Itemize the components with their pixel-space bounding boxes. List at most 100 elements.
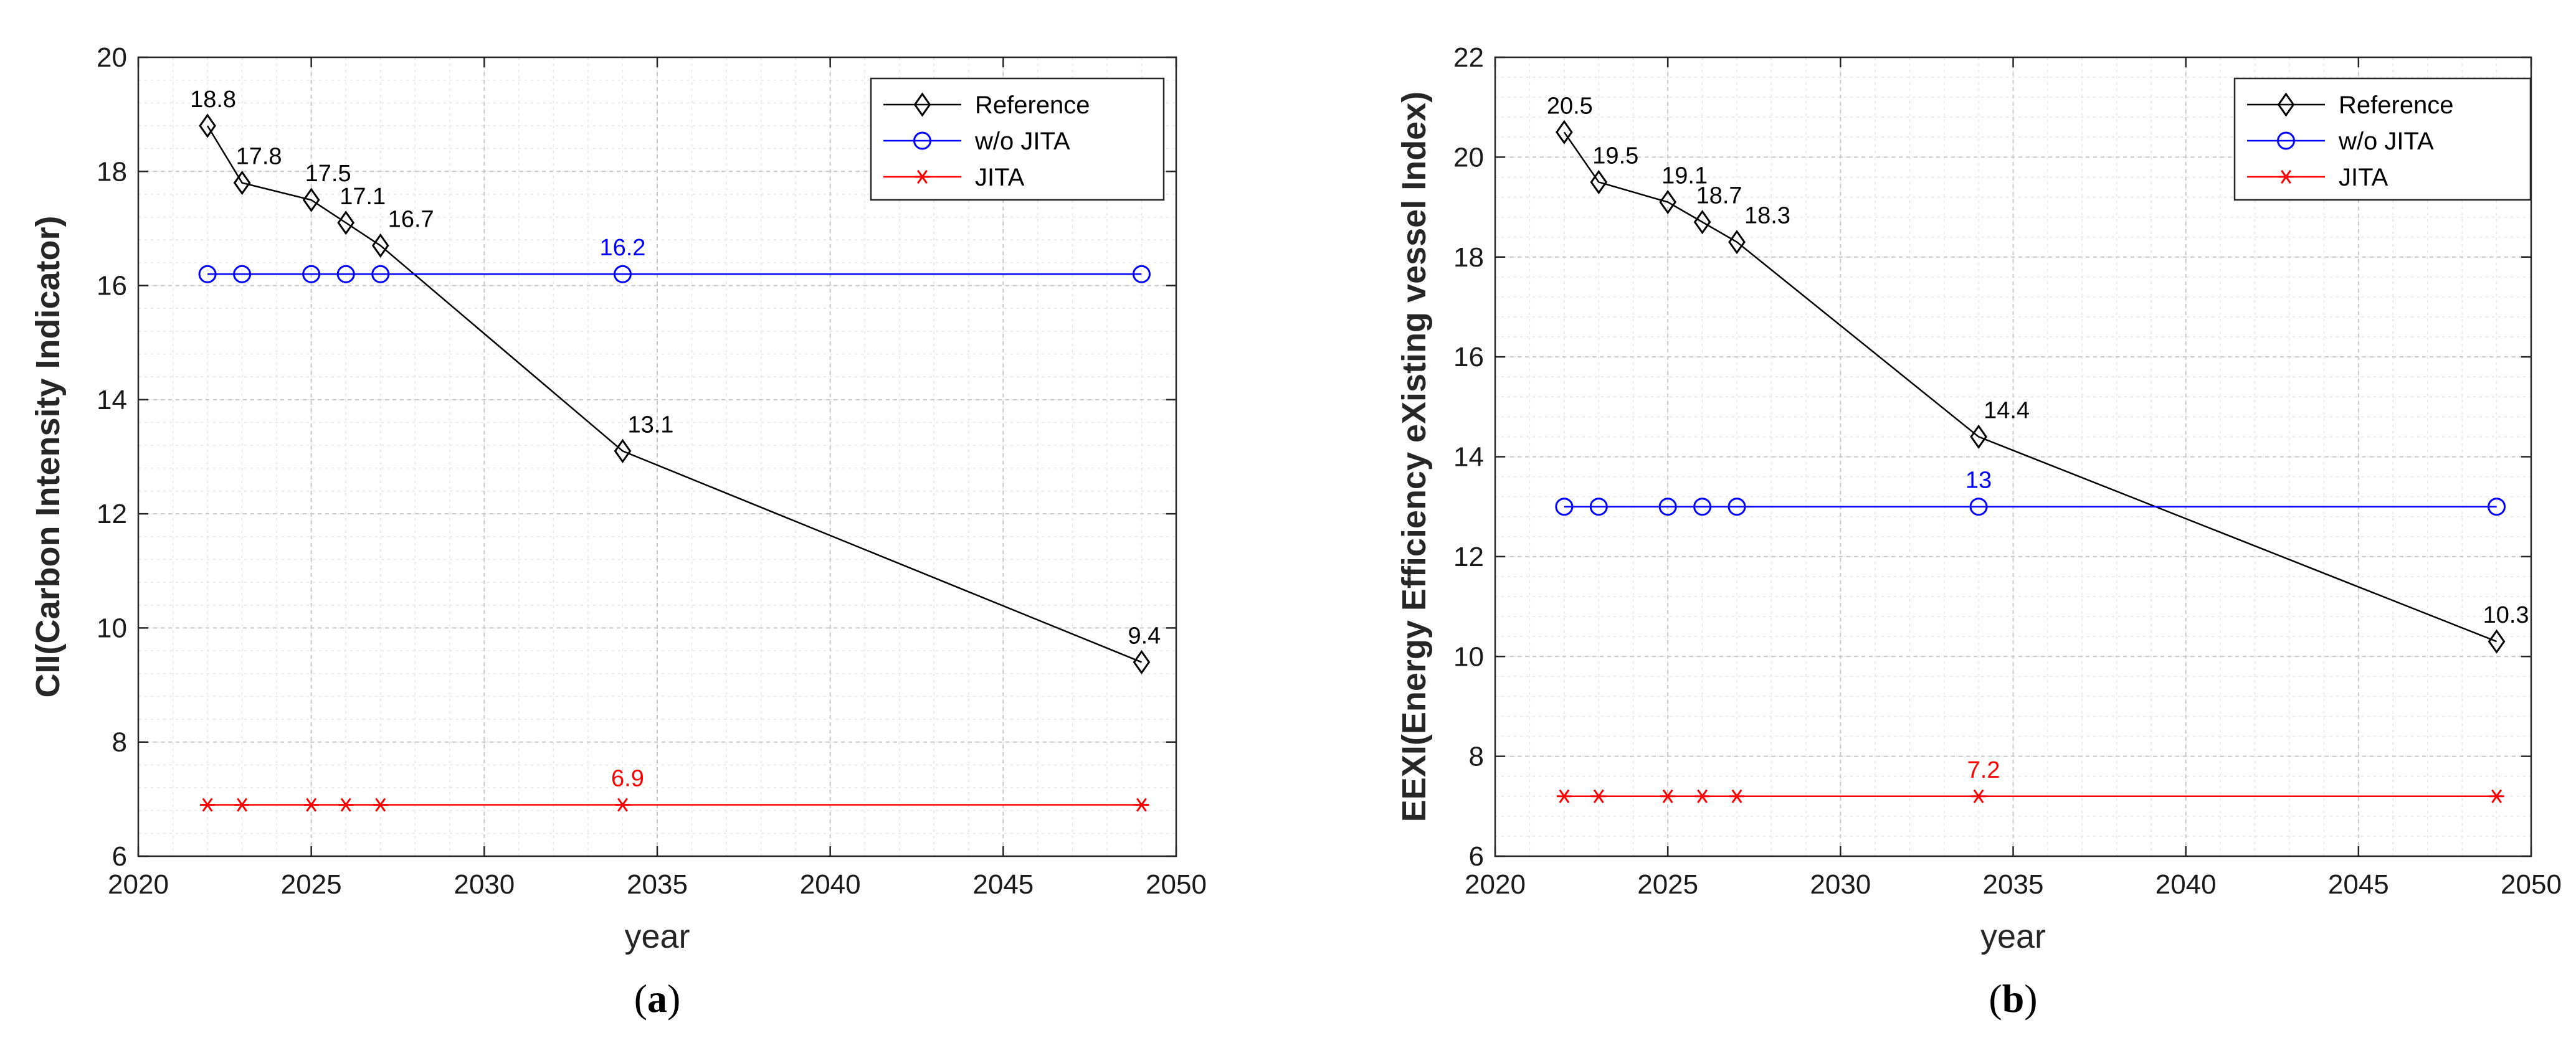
data-point <box>371 233 389 258</box>
data-point <box>303 798 319 812</box>
data-point <box>233 171 251 196</box>
legend-entry: w/o JITA <box>974 128 1070 155</box>
data-point <box>2488 629 2506 654</box>
caption-paren-open: ( <box>634 976 647 1021</box>
data-label: 9.4 <box>1128 623 1161 649</box>
data-label: 6.9 <box>611 766 644 792</box>
data-point <box>1658 498 1677 516</box>
y-tick-label: 16 <box>1453 342 1484 372</box>
data-label: 13 <box>1965 468 1992 494</box>
data-label: 16.7 <box>388 206 434 232</box>
data-point <box>198 265 217 283</box>
data-point <box>371 265 390 283</box>
data-point <box>1970 424 1987 450</box>
series-w-o-jita: 13 <box>1555 468 2506 516</box>
y-tick-label: 20 <box>97 42 127 73</box>
x-tick-label: 2030 <box>454 869 515 900</box>
data-point <box>1729 789 1745 803</box>
data-point <box>199 113 216 138</box>
legend-entry: Reference <box>975 92 1090 119</box>
data-point <box>1693 498 1712 516</box>
data-label: 18.7 <box>1696 183 1742 209</box>
data-label: 17.8 <box>236 144 282 170</box>
y-tick-label: 22 <box>1453 42 1484 73</box>
x-tick-label: 2050 <box>1146 869 1207 900</box>
data-label: 20.5 <box>1547 93 1593 119</box>
y-tick-label: 18 <box>1453 242 1484 273</box>
data-point <box>338 798 354 812</box>
x-tick-label: 2045 <box>972 869 1034 900</box>
y-tick-label: 6 <box>112 841 127 872</box>
panel-caption: (b) <box>1989 976 2037 1021</box>
data-point <box>615 798 630 812</box>
legend-marker <box>915 169 930 184</box>
legend-entry: JITA <box>2339 164 2388 191</box>
legend-entry: w/o JITA <box>2338 128 2434 155</box>
data-point <box>1589 498 1608 516</box>
caption-letter: b <box>2002 976 2025 1021</box>
x-tick-label: 2035 <box>627 869 688 900</box>
series-reference: 20.5 19.5 19.118.718.3 14.4 10.3 <box>1547 93 2529 654</box>
x-tick-label: 2045 <box>2328 869 2389 900</box>
x-tick-label: 2035 <box>1983 869 2044 900</box>
x-tick-label: 2020 <box>108 869 169 900</box>
data-point <box>1659 189 1677 215</box>
y-tick-label: 20 <box>1453 142 1484 172</box>
x-axis-label: year <box>624 918 690 955</box>
x-tick-label: 2025 <box>1637 869 1698 900</box>
data-point <box>1590 169 1608 195</box>
data-point <box>613 265 632 283</box>
y-tick-label: 8 <box>112 727 127 758</box>
data-point <box>1133 649 1151 675</box>
y-tick-label: 12 <box>97 499 127 529</box>
y-axis-label: CII(Carbon Intensity Indicator) <box>29 215 67 697</box>
caption-paren-open: ( <box>1989 976 2002 1021</box>
legend-marker <box>913 92 931 117</box>
data-label: 7.2 <box>1967 757 2000 783</box>
data-point <box>336 265 355 283</box>
data-point <box>1660 789 1676 803</box>
series-jita: 6.9 <box>200 766 1149 812</box>
legend-marker <box>2277 131 2295 150</box>
data-point <box>2489 789 2504 803</box>
x-tick-label: 2020 <box>1465 869 1526 900</box>
caption-paren-close: ) <box>667 976 680 1021</box>
y-tick-label: 14 <box>1453 442 1484 473</box>
x-tick-label: 2025 <box>281 869 342 900</box>
y-tick-label: 18 <box>97 156 127 187</box>
data-label: 10.3 <box>2483 602 2529 628</box>
data-point <box>1728 498 1746 516</box>
chart-panel-b: 2020 2025 2030 2035 2040 2045 2050 6 8 10 12 14 16 18… <box>1395 42 2562 1021</box>
legend-entry: JITA <box>975 164 1025 191</box>
caption-letter: a <box>647 976 667 1021</box>
y-tick-label: 16 <box>97 271 127 301</box>
series-line <box>206 125 1142 663</box>
data-label: 16.2 <box>599 235 645 261</box>
data-point <box>1556 120 1573 144</box>
x-tick-label: 2030 <box>1810 869 1871 900</box>
data-label: 18.3 <box>1744 203 1790 229</box>
data-point <box>1969 498 1988 516</box>
series-line <box>1563 131 2498 643</box>
x-tick-label: 2040 <box>2155 869 2217 900</box>
data-point <box>302 265 321 283</box>
chart-panel-a: 2020 2025 2030 2035 2040 2045 2050 6 8 10 12 14 16 18… <box>29 42 1207 1021</box>
data-point <box>2488 498 2506 516</box>
data-point <box>373 798 388 812</box>
y-tick-label: 10 <box>1453 641 1484 672</box>
data-label: 14.4 <box>1984 397 2030 423</box>
data-point <box>337 210 355 235</box>
legend-marker <box>2278 169 2294 184</box>
legend-marker <box>913 131 931 150</box>
data-point <box>1134 798 1149 812</box>
data-point <box>1555 498 1574 516</box>
data-label: 19.5 <box>1592 143 1638 169</box>
data-point <box>302 187 320 212</box>
y-tick-label: 8 <box>1469 742 1484 772</box>
data-point <box>233 265 252 283</box>
data-point <box>614 438 632 463</box>
data-point <box>1971 789 1987 803</box>
data-point <box>1591 789 1607 803</box>
x-tick-label: 2040 <box>800 869 861 900</box>
y-axis-label: EEXI(Energy Efficiency eXisting vessel I… <box>1395 92 1433 822</box>
